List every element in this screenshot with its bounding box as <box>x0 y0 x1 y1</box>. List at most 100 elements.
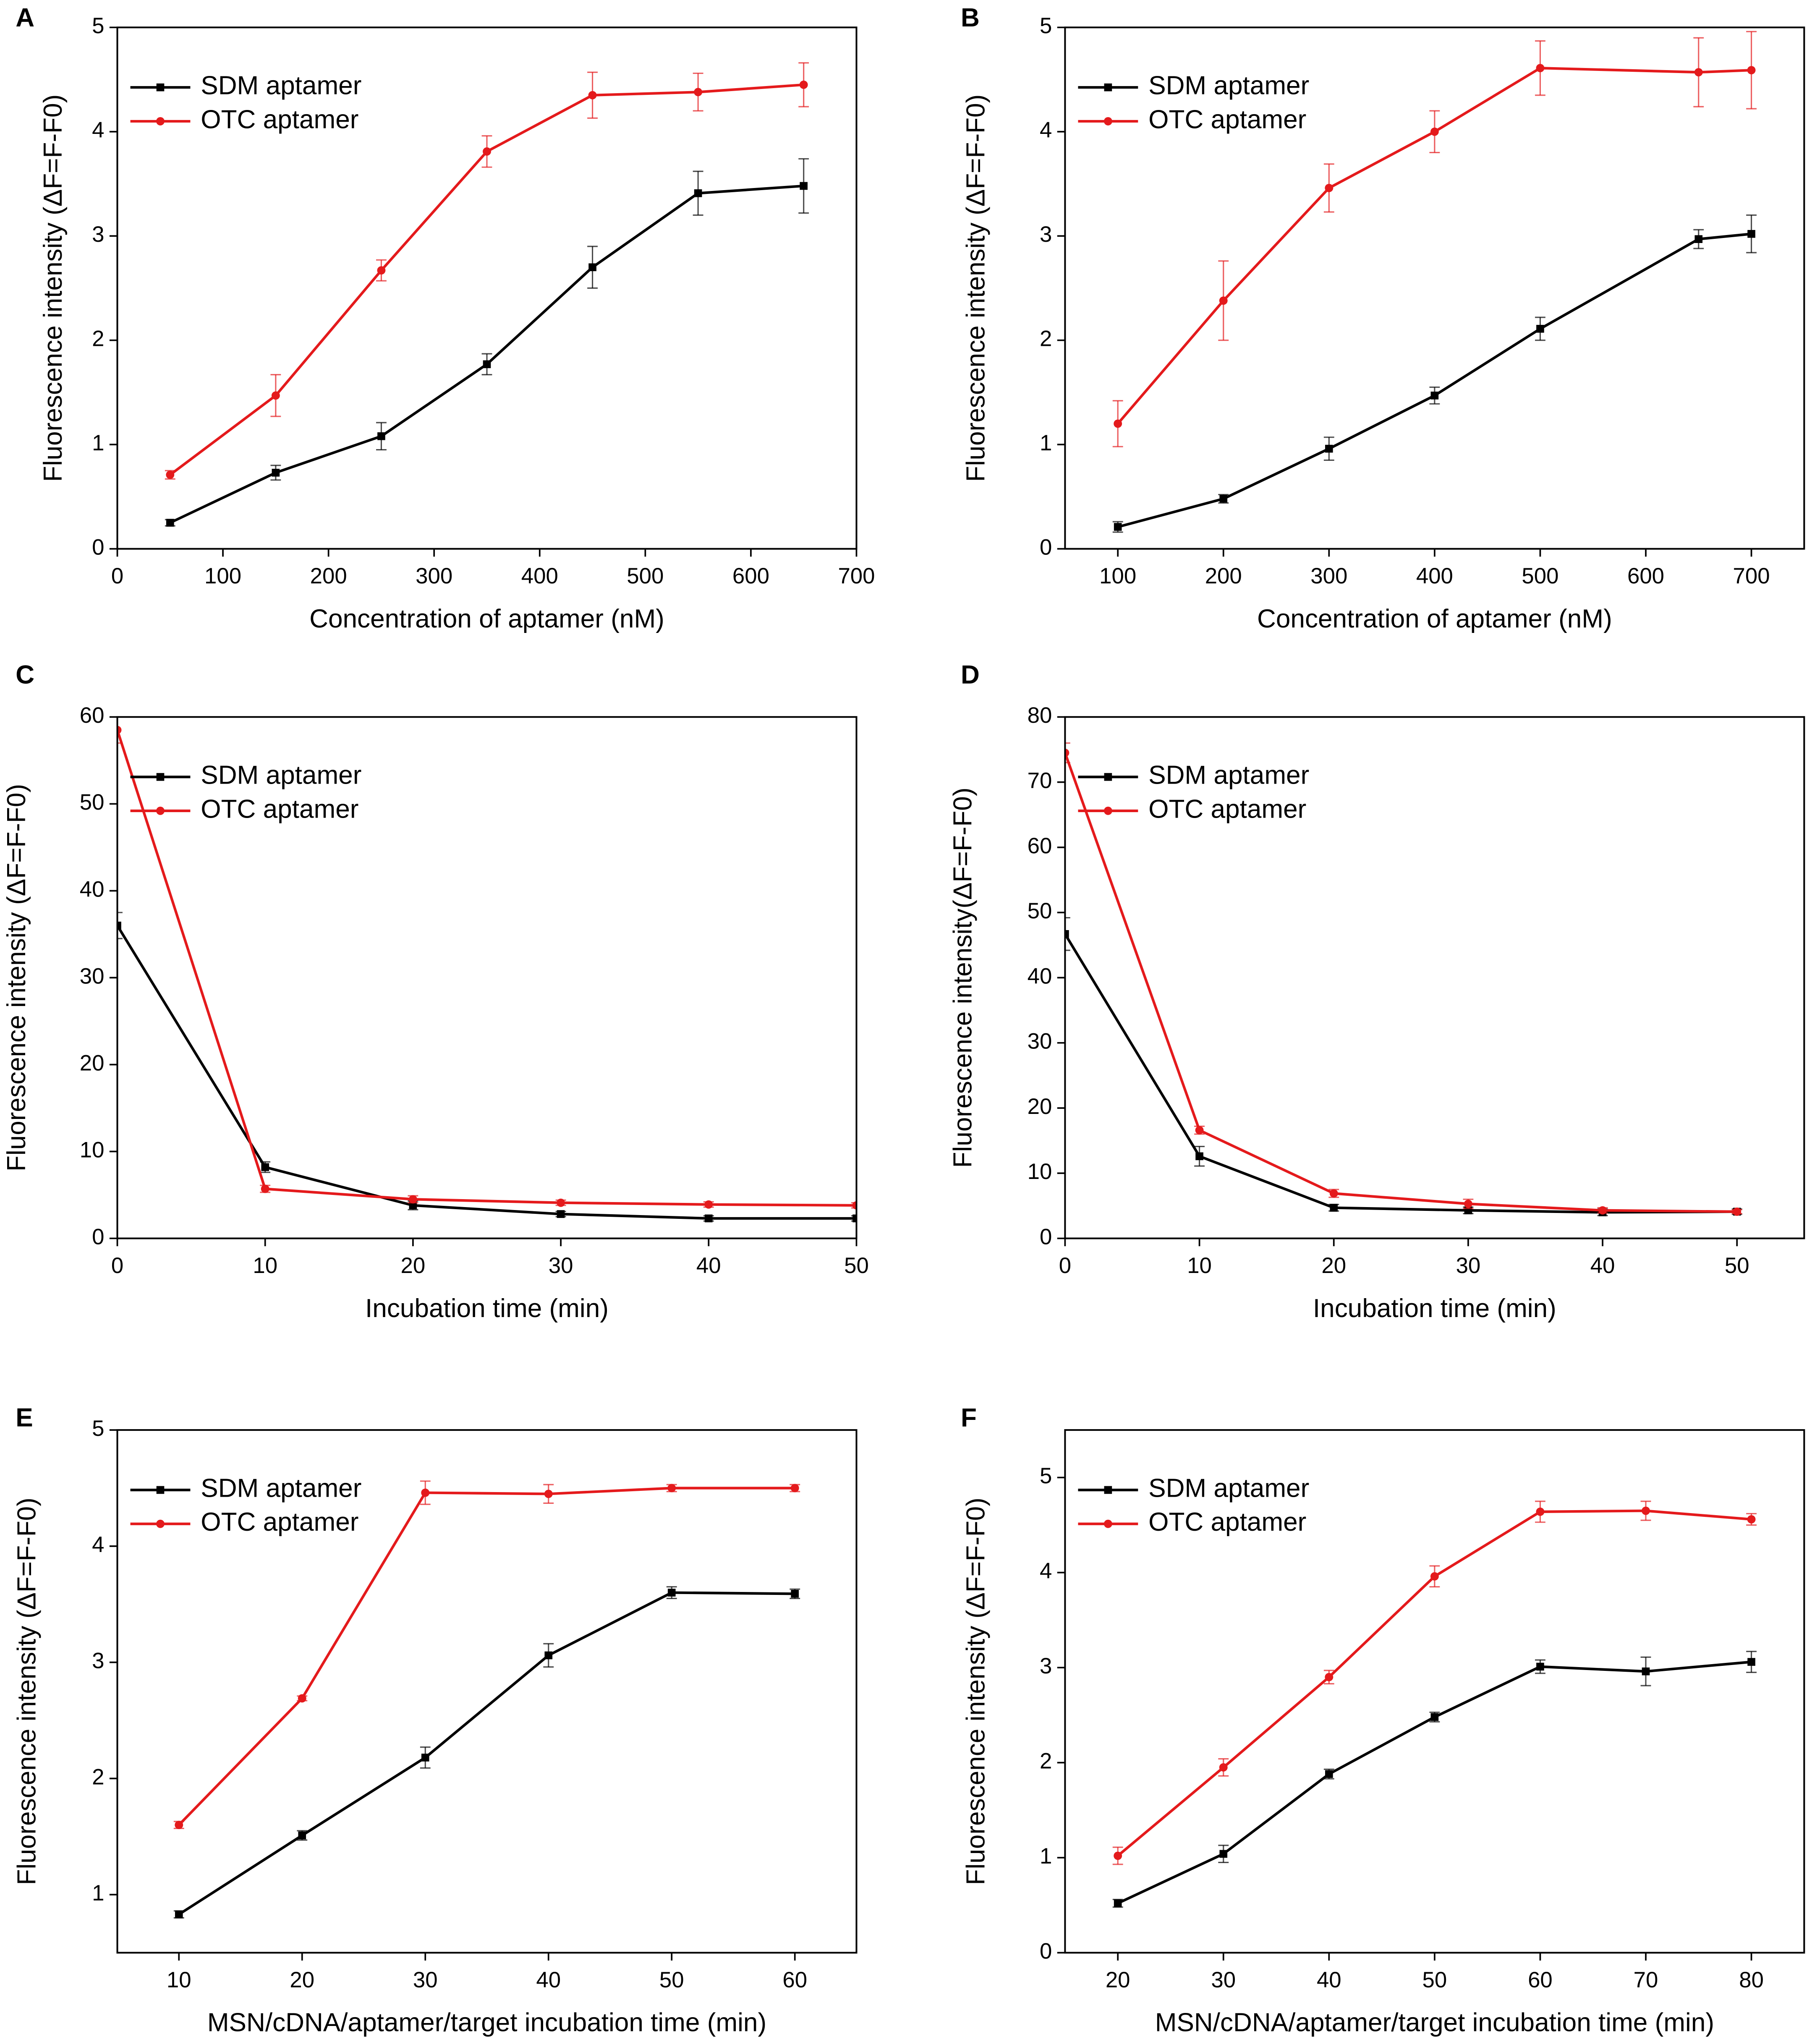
marker <box>421 1488 430 1497</box>
legend-marker <box>156 117 165 125</box>
y-tick-label: 4 <box>92 118 104 143</box>
legend-marker <box>1104 773 1112 781</box>
y-axis-label: Fluorescence intensity(ΔF=F-F0) <box>949 787 978 1168</box>
legend-marker <box>156 1519 165 1528</box>
x-tick-label: 0 <box>111 1253 123 1278</box>
marker <box>667 1484 676 1492</box>
x-tick-label: 600 <box>1627 564 1664 588</box>
y-tick-label: 10 <box>80 1137 105 1162</box>
y-tick-label: 5 <box>1040 13 1052 38</box>
legend-label: OTC aptamer <box>201 105 358 134</box>
marker <box>557 1198 565 1207</box>
y-tick-label: 5 <box>92 13 104 38</box>
marker <box>1430 1572 1439 1581</box>
y-axis-label: Fluorescence intensity (ΔF=F-F0) <box>39 94 68 482</box>
x-tick-label: 10 <box>167 1968 191 1992</box>
plot-frame <box>1064 716 1805 1239</box>
marker <box>1114 419 1122 428</box>
y-tick-label: 2 <box>1040 327 1052 351</box>
x-tick-label: 200 <box>310 564 347 588</box>
marker <box>166 470 175 479</box>
x-tick-label: 40 <box>1590 1253 1615 1278</box>
panel-label: D <box>961 660 980 689</box>
x-tick-label: 20 <box>1321 1253 1346 1278</box>
marker <box>852 1214 857 1223</box>
y-tick-label: 1 <box>92 431 104 455</box>
plot-area <box>117 716 857 1223</box>
y-axis-label: Fluorescence intensity (ΔF=F-F0) <box>2 784 31 1171</box>
marker <box>1114 523 1122 531</box>
x-tick-label: 30 <box>1211 1968 1236 1992</box>
y-tick-label: 1 <box>1040 1844 1052 1869</box>
panel-label: F <box>961 1404 977 1432</box>
y-tick-label: 3 <box>1040 222 1052 247</box>
y-tick-label: 3 <box>1040 1654 1052 1678</box>
y-axis-label: Fluorescence intensity (ΔF=F-F0) <box>962 1498 991 1885</box>
marker <box>667 1589 676 1597</box>
legend-label: OTC aptamer <box>1148 105 1306 134</box>
marker <box>483 360 491 369</box>
legend-label: OTC aptamer <box>201 795 358 823</box>
x-axis-label: MSN/cDNA/aptamer/target incubation time … <box>207 2008 766 2037</box>
y-tick-label: 1 <box>1040 431 1052 455</box>
series-line <box>1117 233 1752 528</box>
legend-label: OTC aptamer <box>1148 1508 1306 1537</box>
y-tick-label: 40 <box>1028 964 1052 988</box>
y-tick-label: 50 <box>1028 899 1052 923</box>
marker <box>1747 66 1756 75</box>
x-tick-label: 50 <box>1422 1968 1447 1992</box>
panel: C 0 10 20 30 40 50 0 10 20 30 40 50 60 Incubation time… <box>2 660 869 1323</box>
marker <box>271 391 280 400</box>
x-tick-label: 500 <box>627 564 664 588</box>
y-tick-label: 4 <box>1040 118 1052 143</box>
x-tick-label: 200 <box>1205 564 1242 588</box>
x-tick-label: 10 <box>253 1253 277 1278</box>
x-tick-label: 40 <box>536 1968 561 1992</box>
x-tick-label: 400 <box>1416 564 1453 588</box>
marker <box>1330 1204 1338 1212</box>
marker <box>117 726 122 734</box>
y-tick-label: 5 <box>1040 1464 1052 1488</box>
x-tick-label: 20 <box>290 1968 314 1992</box>
marker <box>298 1831 306 1840</box>
y-tick-label: 0 <box>92 1224 104 1249</box>
series-line <box>117 925 857 1220</box>
marker <box>1733 1207 1741 1216</box>
marker <box>175 1910 183 1919</box>
marker <box>166 519 174 527</box>
marker <box>175 1821 183 1830</box>
marker <box>1195 1126 1204 1134</box>
error-bar <box>851 1202 857 1209</box>
legend-label: SDM aptamer <box>1148 761 1309 790</box>
marker <box>483 147 491 156</box>
marker <box>1219 1850 1228 1858</box>
legend-label: SDM aptamer <box>201 1474 361 1503</box>
x-tick-label: 50 <box>844 1253 869 1278</box>
plot-frame <box>116 26 858 550</box>
marker <box>1464 1200 1472 1208</box>
panel-label: A <box>16 3 34 32</box>
marker <box>272 468 280 477</box>
panel: F 20 30 40 50 60 70 80 0 1 2 3 4 5 MSN/cDNA/aptamer/ta… <box>961 1404 1805 2037</box>
marker <box>1536 1507 1545 1516</box>
marker <box>1219 1763 1228 1772</box>
legend-label: SDM aptamer <box>201 761 361 790</box>
marker <box>377 266 386 275</box>
plot-frame <box>1064 26 1805 550</box>
panel: E 10 20 30 40 50 60 1 2 3 4 5 MSN/cDNA/aptamer/targe… <box>13 1404 858 2037</box>
plot-frame <box>1064 1429 1805 1954</box>
x-tick-label: 30 <box>1456 1253 1481 1278</box>
marker <box>1694 68 1703 77</box>
x-tick-label: 30 <box>413 1968 438 1992</box>
marker <box>1642 1667 1650 1675</box>
marker <box>1536 64 1545 73</box>
marker <box>1325 183 1334 192</box>
marker <box>1430 1713 1439 1721</box>
y-tick-label: 3 <box>92 1649 104 1673</box>
x-tick-label: 70 <box>1634 1968 1658 1992</box>
x-tick-label: 600 <box>732 564 769 588</box>
marker <box>261 1184 269 1193</box>
legend-marker <box>156 83 165 91</box>
marker <box>1598 1206 1607 1215</box>
y-tick-label: 30 <box>80 964 105 988</box>
